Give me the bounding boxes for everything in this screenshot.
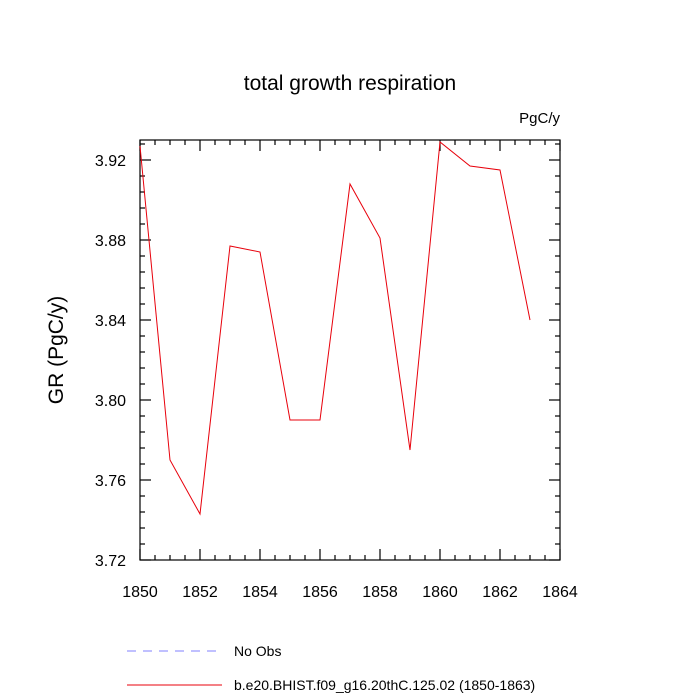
y-tick-label: 3.84 — [95, 313, 126, 330]
x-tick-label: 1850 — [122, 584, 158, 601]
x-tick-label: 1852 — [182, 584, 218, 601]
legend-label: b.e20.BHIST.f09_g16.20thC.125.02 (1850-1… — [234, 677, 535, 693]
x-tick-label: 1864 — [542, 584, 578, 601]
y-tick-label: 3.80 — [95, 393, 126, 410]
legend: No Obs b.e20.BHIST.f09_g16.20thC.125.02 (… — [127, 643, 535, 693]
chart-title: total growth respiration — [244, 72, 456, 95]
plot-area: 1850 1852 1854 1856 1858 1860 1862 1864 3.72 3.76… — [95, 139, 578, 601]
x-tick-label: 1858 — [362, 584, 398, 601]
y-tick-label: 3.92 — [95, 153, 126, 170]
x-tick-label: 1860 — [422, 584, 458, 601]
plot-frame — [139, 139, 561, 561]
x-tick-label: 1854 — [242, 584, 278, 601]
x-tick-label: 1862 — [482, 584, 518, 601]
y-axis-label: GR (PgC/y) — [45, 296, 68, 405]
x-tick-label: 1856 — [302, 584, 338, 601]
series-line — [139, 141, 531, 516]
legend-label: No Obs — [234, 643, 281, 659]
y-tick-label: 3.72 — [95, 553, 126, 570]
y-tick-label: 3.88 — [95, 233, 126, 250]
y-tick-label: 3.76 — [95, 473, 126, 490]
units-label: PgC/y — [519, 110, 560, 127]
